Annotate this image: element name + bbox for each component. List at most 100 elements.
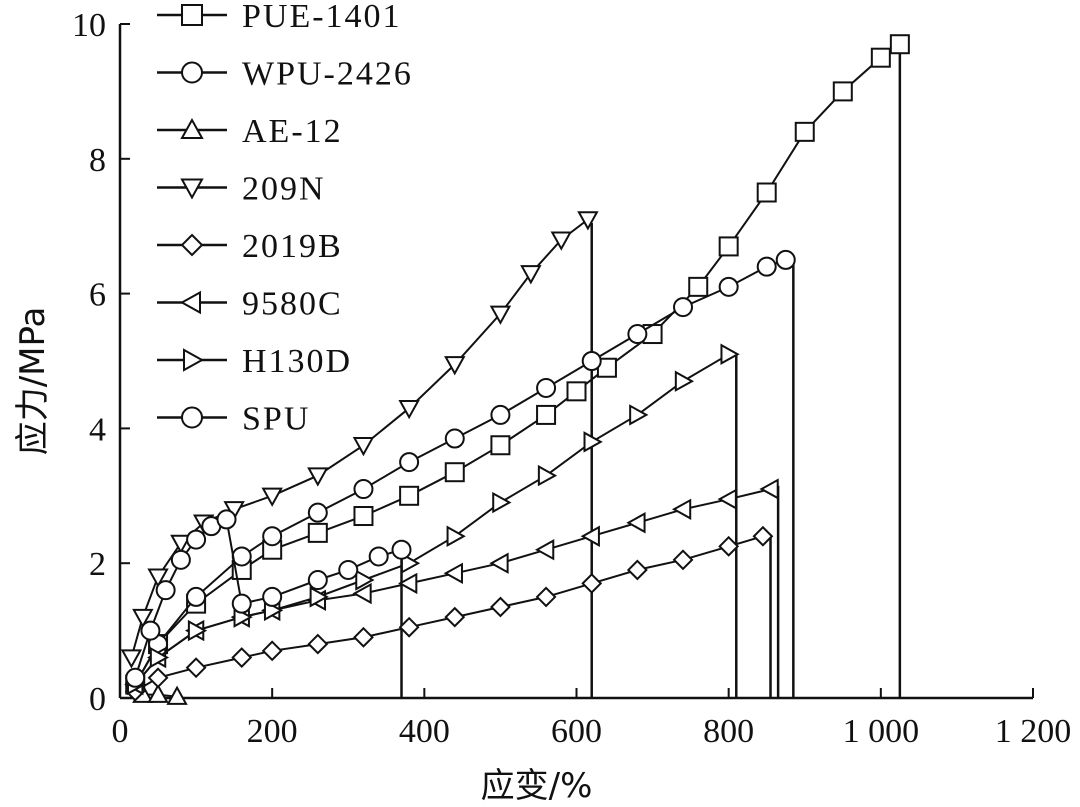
data-point xyxy=(536,404,557,425)
series-group xyxy=(120,34,910,705)
data-point xyxy=(391,539,412,560)
data-point xyxy=(307,467,329,487)
y-tick-label: 4 xyxy=(89,411,106,448)
data-point xyxy=(581,573,603,594)
data-point xyxy=(756,256,777,277)
data-point xyxy=(338,559,359,580)
data-point xyxy=(231,647,253,668)
x-tick-label: 0 xyxy=(112,713,129,750)
data-point xyxy=(444,606,466,628)
x-tick-label: 1 200 xyxy=(995,713,1072,750)
data-point xyxy=(626,559,648,581)
data-point xyxy=(261,640,283,662)
data-point xyxy=(352,437,375,457)
data-point xyxy=(147,683,169,703)
data-point xyxy=(307,522,328,543)
axes: 0 200 400 600 800 1 000 1 200 0 2 4 6 8 10 xyxy=(72,7,1071,750)
data-point xyxy=(155,580,176,601)
legend-label: PUE-1401 xyxy=(242,0,402,35)
data-point xyxy=(550,231,572,251)
legend-label: AE-12 xyxy=(242,113,343,150)
data-point xyxy=(577,211,599,231)
data-point xyxy=(581,351,602,371)
legend-marker xyxy=(180,233,204,257)
data-point xyxy=(490,596,511,618)
data-point xyxy=(490,435,511,456)
data-point xyxy=(149,646,170,669)
data-point xyxy=(688,276,709,297)
legend-entry: AE-12 xyxy=(157,113,343,150)
data-point xyxy=(262,586,283,607)
data-point xyxy=(717,488,737,510)
data-point xyxy=(520,265,542,285)
legend-marker xyxy=(181,4,203,26)
series-line xyxy=(134,535,764,693)
legend-entry: 209N xyxy=(157,171,324,208)
x-tick-label: 600 xyxy=(551,713,602,750)
data-point xyxy=(718,276,739,297)
data-point xyxy=(444,356,466,376)
data-point xyxy=(125,667,146,688)
legend-marker xyxy=(181,61,203,84)
data-point xyxy=(489,552,509,574)
data-point xyxy=(355,569,375,591)
x-tick-label: 400 xyxy=(399,713,450,750)
data-point xyxy=(775,249,796,270)
data-point xyxy=(672,549,694,571)
data-point xyxy=(446,525,466,547)
data-point xyxy=(580,525,600,547)
legend-label: SPU xyxy=(242,401,310,438)
data-point xyxy=(353,479,374,500)
legend-marker xyxy=(180,117,204,139)
x-tick-label: 1 000 xyxy=(843,713,920,750)
legend-entry: 2019B xyxy=(157,228,341,265)
data-point xyxy=(353,626,374,648)
data-point xyxy=(216,509,237,530)
data-point xyxy=(261,487,283,507)
series-209n xyxy=(120,211,599,669)
data-point xyxy=(674,370,695,392)
data-point xyxy=(398,399,420,420)
data-point xyxy=(629,404,649,426)
series-ae-12 xyxy=(132,683,188,705)
data-point xyxy=(718,236,739,257)
data-point xyxy=(231,593,252,614)
data-point xyxy=(307,502,328,523)
data-point xyxy=(535,539,555,561)
data-point xyxy=(352,582,372,605)
data-point xyxy=(307,570,328,591)
data-point xyxy=(536,377,557,398)
legend-marker xyxy=(183,348,205,372)
legend-marker xyxy=(180,178,204,200)
legend-entry: SPU xyxy=(157,401,310,438)
data-point xyxy=(490,404,511,425)
data-point xyxy=(309,586,329,608)
data-point xyxy=(489,305,512,325)
x-tick-label: 200 xyxy=(247,713,298,750)
data-point xyxy=(166,685,188,705)
data-point xyxy=(398,616,420,638)
data-point xyxy=(368,546,389,567)
data-point xyxy=(398,572,418,595)
data-point xyxy=(147,568,169,588)
data-point xyxy=(307,633,329,655)
data-point xyxy=(444,462,465,483)
legend-label: H130D xyxy=(242,343,352,380)
x-axis-title: 应变/% xyxy=(481,766,593,806)
data-point xyxy=(627,324,648,345)
data-point xyxy=(756,182,777,203)
data-point xyxy=(673,297,694,318)
data-point xyxy=(889,34,910,55)
data-point xyxy=(752,525,774,547)
data-point xyxy=(132,608,154,629)
data-point xyxy=(187,619,208,642)
legend-label: 9580C xyxy=(242,286,343,323)
data-point xyxy=(444,428,465,449)
data-point xyxy=(759,478,779,500)
data-point xyxy=(671,498,692,520)
series-spu xyxy=(125,509,412,688)
data-point xyxy=(443,562,463,585)
break-lines xyxy=(400,44,902,698)
series-2019b xyxy=(124,525,774,702)
